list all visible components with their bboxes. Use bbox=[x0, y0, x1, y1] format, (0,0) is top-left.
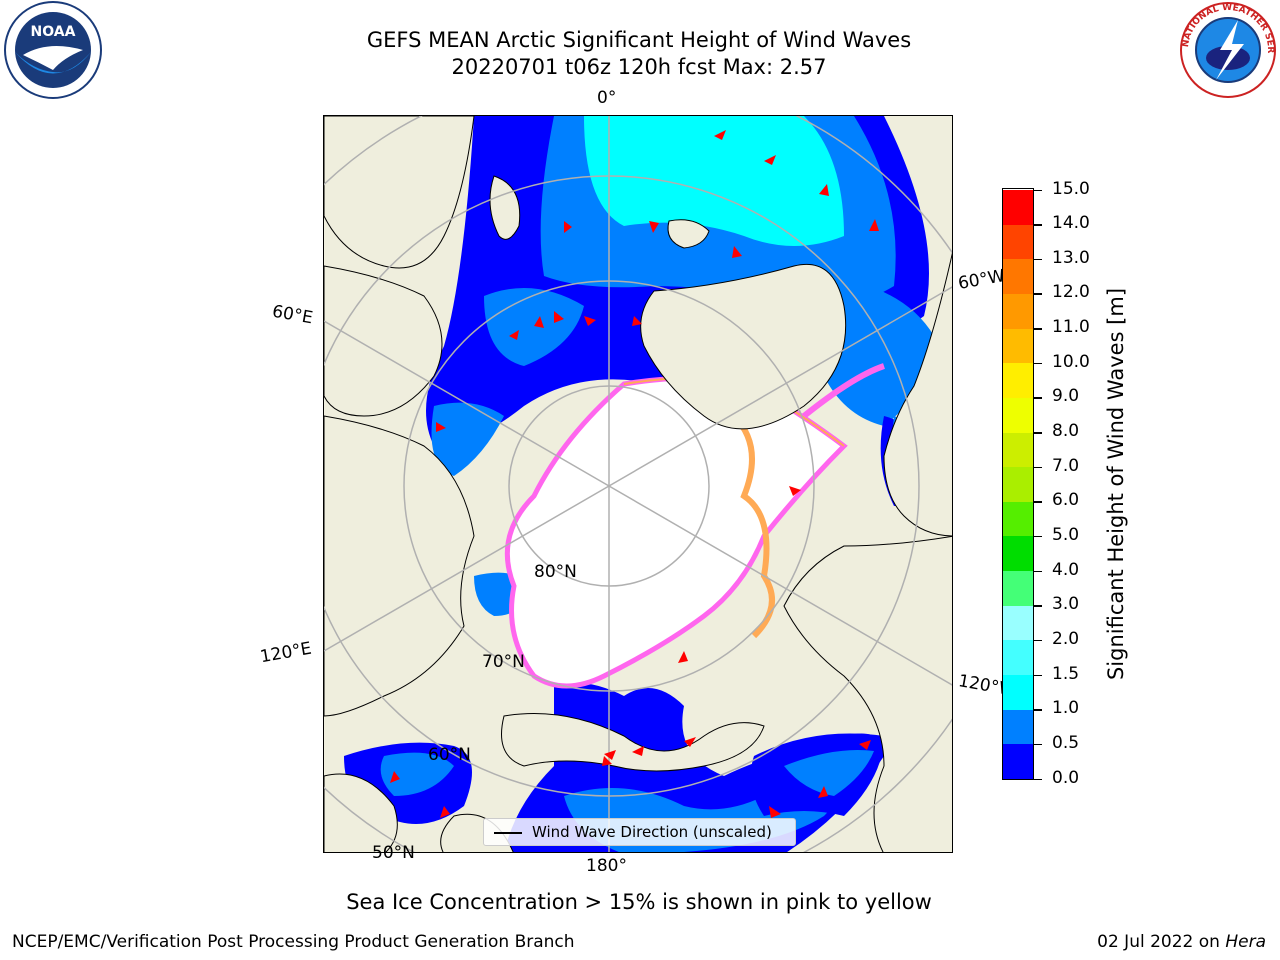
lat-label-80n: 80°N bbox=[534, 562, 577, 582]
colorbar-tick-label: 0.5 bbox=[1052, 732, 1080, 753]
colorbar-segment bbox=[1003, 535, 1033, 572]
graticule bbox=[324, 116, 952, 852]
colorbar-tick-mark bbox=[1034, 328, 1042, 330]
colorbar-segment bbox=[1003, 293, 1033, 329]
colorbar-tick-mark bbox=[1034, 362, 1042, 365]
colorbar-tick-label: 10.0 bbox=[1052, 351, 1090, 372]
map-panel bbox=[323, 115, 953, 853]
colorbar-tick-label: 0.0 bbox=[1052, 767, 1080, 788]
colorbar-tick-mark bbox=[1034, 501, 1042, 503]
wave-height-field bbox=[344, 116, 934, 852]
wind-wave-arrows bbox=[390, 130, 879, 818]
chart-title: GEFS MEAN Arctic Significant Height of W… bbox=[366, 28, 912, 52]
colorbar-tick-label: 6.0 bbox=[1052, 490, 1080, 511]
lat-label-70n: 70°N bbox=[482, 652, 525, 672]
colorbar-segment bbox=[1003, 189, 1033, 225]
colorbar-tick-label: 12.0 bbox=[1052, 282, 1090, 303]
polar-map bbox=[324, 116, 952, 852]
lon-label-0: 0° bbox=[597, 88, 617, 108]
colorbar-tick-mark bbox=[1034, 778, 1042, 780]
colorbar-tick-mark bbox=[1034, 258, 1042, 261]
colorbar-segment bbox=[1003, 224, 1033, 260]
colorbar-segment bbox=[1003, 258, 1033, 294]
colorbar-tick-label: 7.0 bbox=[1052, 455, 1080, 476]
legend-line-swatch bbox=[494, 832, 522, 834]
colorbar-tick-mark bbox=[1034, 639, 1042, 642]
colorbar-segment bbox=[1003, 743, 1033, 779]
colorbar-tick-mark bbox=[1034, 535, 1042, 538]
colorbar-tick-label: 2.0 bbox=[1052, 628, 1080, 649]
colorbar-tick-label: 13.0 bbox=[1052, 247, 1090, 268]
colorbar-segment bbox=[1003, 432, 1033, 468]
colorbar-tick-mark bbox=[1034, 293, 1042, 295]
sea-ice-hudson bbox=[802, 363, 885, 419]
footer-credit: NCEP/EMC/Verification Post Processing Pr… bbox=[12, 932, 575, 952]
colorbar-tick-mark bbox=[1034, 432, 1042, 434]
lat-label-60n: 60°N bbox=[428, 745, 471, 765]
colorbar-tick-mark bbox=[1034, 189, 1042, 191]
lon-label-60e: 60°E bbox=[270, 301, 315, 329]
colorbar-tick-label: 8.0 bbox=[1052, 421, 1080, 442]
colorbar-tick-label: 5.0 bbox=[1052, 524, 1080, 545]
lon-label-60w: 60°W bbox=[956, 266, 1007, 294]
footer-host: Hera bbox=[1225, 932, 1266, 952]
colorbar-tick-mark bbox=[1034, 709, 1042, 711]
noaa-logo: NOAA bbox=[4, 1, 102, 99]
colorbar-tick-label: 11.0 bbox=[1052, 317, 1090, 338]
lon-label-180: 180° bbox=[586, 856, 627, 876]
colorbar-tick-label: 1.5 bbox=[1052, 663, 1080, 684]
sea-ice-note: Sea Ice Concentration > 15% is shown in … bbox=[346, 890, 932, 914]
colorbar-segment bbox=[1003, 605, 1033, 641]
colorbar bbox=[1002, 188, 1034, 780]
colorbar-tick-mark bbox=[1034, 605, 1042, 607]
nws-logo: NATIONAL WEATHER SERVICE bbox=[1178, 0, 1276, 98]
colorbar-tick-mark bbox=[1034, 570, 1042, 573]
colorbar-segment bbox=[1003, 570, 1033, 606]
colorbar-tick-mark bbox=[1034, 466, 1042, 469]
land bbox=[324, 116, 952, 852]
map-legend: Wind Wave Direction (unscaled) bbox=[483, 818, 796, 846]
colorbar-segment bbox=[1003, 466, 1033, 502]
footer-date-text: 02 Jul 2022 on bbox=[1097, 932, 1226, 952]
colorbar-tick-mark bbox=[1034, 674, 1042, 677]
noaa-logo-text: NOAA bbox=[31, 24, 76, 40]
lat-label-50n: 50°N bbox=[372, 843, 415, 863]
lon-label-120e: 120°E bbox=[258, 638, 314, 668]
footer-date: 02 Jul 2022 on Hera bbox=[1097, 932, 1266, 952]
colorbar-segment bbox=[1003, 362, 1033, 398]
legend-entry: Wind Wave Direction (unscaled) bbox=[532, 823, 772, 841]
colorbar-tick-label: 9.0 bbox=[1052, 386, 1080, 407]
colorbar-tick-mark bbox=[1034, 224, 1042, 226]
colorbar-segment bbox=[1003, 674, 1033, 710]
colorbar-title: Significant Height of Wind Waves [m] bbox=[1104, 287, 1128, 681]
colorbar-tick-label: 15.0 bbox=[1052, 178, 1090, 199]
colorbar-segment bbox=[1003, 709, 1033, 745]
colorbar-segment bbox=[1003, 328, 1033, 364]
colorbar-segment bbox=[1003, 639, 1033, 676]
colorbar-tick-mark bbox=[1034, 743, 1042, 746]
colorbar-segment bbox=[1003, 501, 1033, 537]
colorbar-tick-label: 3.0 bbox=[1052, 594, 1080, 615]
chart-subtitle: 20220701 t06z 120h fcst Max: 2.57 bbox=[451, 55, 827, 79]
colorbar-tick-mark bbox=[1034, 397, 1042, 399]
colorbar-segment bbox=[1003, 397, 1033, 433]
sea-ice-pack bbox=[507, 377, 844, 686]
colorbar-tick-label: 14.0 bbox=[1052, 213, 1090, 234]
colorbar-tick-label: 1.0 bbox=[1052, 698, 1080, 719]
sea-ice-canadian-archipelago bbox=[731, 413, 775, 639]
colorbar-tick-label: 4.0 bbox=[1052, 559, 1080, 580]
